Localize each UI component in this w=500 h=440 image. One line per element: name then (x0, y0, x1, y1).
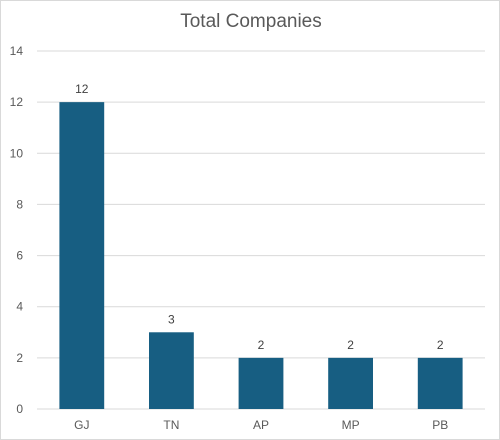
y-tick-label-2: 2 (16, 351, 23, 365)
x-tick-label-GJ: GJ (74, 418, 89, 432)
data-labels: 12 3 2 2 2 (75, 82, 444, 352)
bar-TN (149, 332, 194, 409)
bar-PB (417, 357, 463, 409)
y-axis-tick-labels: 0 2 4 6 8 10 12 14 (10, 44, 24, 416)
data-label-MP: 2 (347, 338, 354, 352)
x-tick-label-AP: AP (253, 418, 269, 432)
y-tick-label-6: 6 (16, 249, 23, 263)
chart-title: Total Companies (180, 11, 322, 32)
y-tick-label-8: 8 (16, 197, 23, 211)
bar-AP (238, 357, 284, 409)
y-tick-label-10: 10 (10, 146, 24, 160)
bars (59, 102, 463, 410)
data-label-PB: 2 (437, 338, 444, 352)
x-tick-label-MP: MP (342, 418, 360, 432)
bar-MP (328, 357, 373, 409)
y-tick-label-0: 0 (16, 402, 23, 416)
y-tick-label-4: 4 (16, 300, 23, 314)
data-label-GJ: 12 (75, 82, 89, 96)
data-label-AP: 2 (258, 338, 265, 352)
data-label-TN: 3 (168, 312, 175, 326)
y-tick-label-12: 12 (10, 95, 24, 109)
y-tick-label-14: 14 (10, 44, 24, 58)
x-tick-label-TN: TN (163, 418, 179, 432)
bar-GJ (59, 102, 105, 410)
x-axis-tick-labels: GJ TN AP MP PB (74, 418, 448, 432)
x-tick-label-PB: PB (432, 418, 448, 432)
